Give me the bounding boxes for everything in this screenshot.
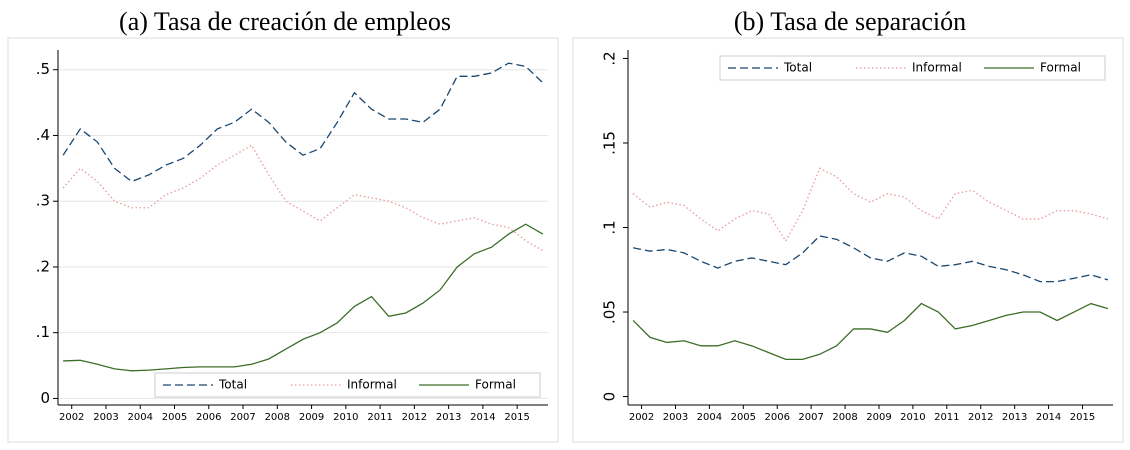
x-tick-label: 2007 — [230, 412, 255, 423]
legend-label: Total — [783, 61, 812, 75]
x-tick-label: 2015 — [1070, 412, 1095, 423]
series-line — [62, 144, 544, 252]
x-tick-label: 2009 — [299, 412, 324, 423]
x-tick-label: 2010 — [333, 412, 358, 423]
x-tick-label: 2003 — [663, 412, 688, 423]
legend-label: Formal — [1040, 61, 1081, 75]
y-tick-label: .1 — [601, 220, 619, 234]
x-tick-label: 2005 — [162, 412, 187, 423]
x-tick-label: 2005 — [731, 412, 756, 423]
x-tick-label: 2002 — [59, 412, 84, 423]
x-tick-label: 2004 — [697, 412, 722, 423]
chart-title: (b) Tasa de separación — [734, 7, 966, 36]
series-line — [632, 235, 1109, 283]
x-tick-label: 2014 — [1036, 412, 1061, 423]
y-tick-label: 0 — [601, 392, 619, 402]
legend-label: Total — [218, 378, 247, 392]
x-tick-label: 2012 — [968, 412, 993, 423]
x-tick-label: 2006 — [765, 412, 790, 423]
x-tick-label: 2007 — [798, 412, 823, 423]
x-tick-label: 2010 — [900, 412, 925, 423]
y-tick-label: .15 — [601, 131, 619, 155]
x-tick-label: 2015 — [504, 412, 529, 423]
y-tick-label: 0 — [40, 389, 50, 407]
x-tick-label: 2011 — [367, 412, 392, 423]
legend-box — [719, 55, 1106, 81]
series-line — [632, 167, 1109, 243]
x-tick-label: 2008 — [832, 412, 857, 423]
x-tick-label: 2003 — [93, 412, 118, 423]
legend-label: Informal — [912, 61, 962, 75]
x-tick-label: 2008 — [265, 412, 290, 423]
x-tick-label: 2002 — [629, 412, 654, 423]
y-tick-label: .4 — [36, 126, 50, 144]
series-line — [63, 223, 544, 372]
x-tick-label: 2013 — [436, 412, 461, 423]
x-tick-label: 2013 — [1002, 412, 1027, 423]
y-tick-label: .2 — [36, 257, 50, 275]
y-tick-label: .3 — [36, 192, 50, 210]
x-tick-label: 2014 — [470, 412, 495, 423]
y-tick-label: .2 — [601, 51, 619, 65]
x-tick-label: 2011 — [934, 412, 959, 423]
series-line — [632, 302, 1109, 361]
y-tick-label: .1 — [36, 323, 50, 341]
x-tick-label: 2012 — [402, 412, 427, 423]
x-tick-label: 2006 — [196, 412, 221, 423]
legend-label: Formal — [475, 378, 516, 392]
y-tick-label: .05 — [601, 300, 619, 324]
chart-title: (a) Tasa de creación de empleos — [119, 7, 451, 36]
x-tick-label: 2004 — [128, 412, 153, 423]
panel-frame — [572, 37, 1124, 443]
legend-label: Informal — [347, 378, 397, 392]
legend-box — [154, 372, 541, 398]
x-tick-label: 2009 — [866, 412, 891, 423]
series-line — [62, 62, 544, 183]
y-tick-label: .5 — [36, 60, 50, 78]
